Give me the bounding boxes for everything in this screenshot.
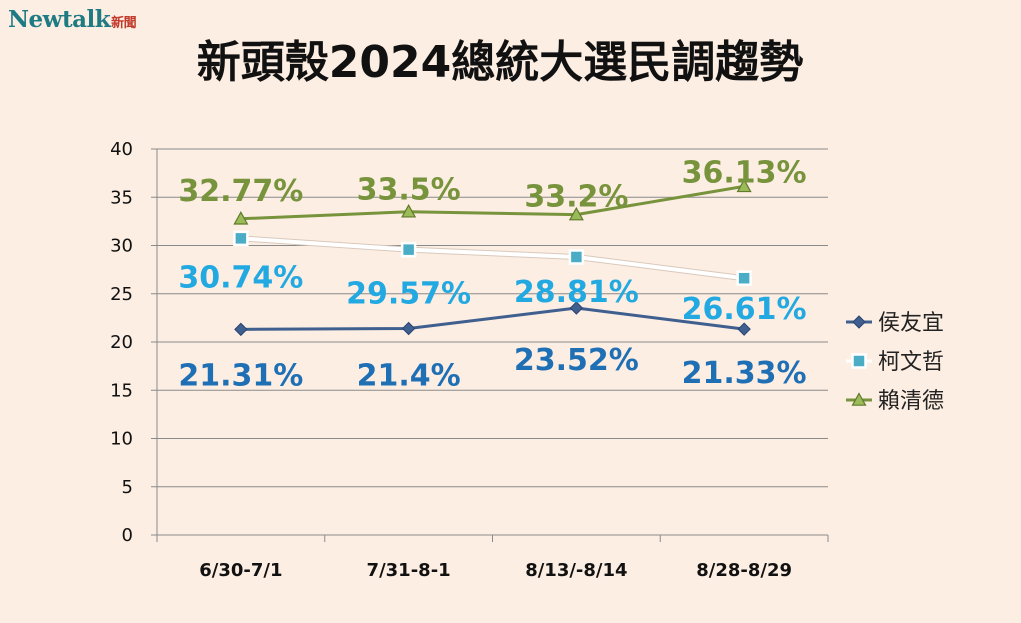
legend-marker <box>851 353 867 369</box>
series-line <box>240 184 745 221</box>
data-point <box>737 322 751 336</box>
data-point <box>736 270 752 286</box>
legend-item: 侯友宜 <box>846 311 944 336</box>
y-tick-label: 15 <box>110 380 133 401</box>
data-label: 33.2% <box>524 180 628 215</box>
series-lines <box>240 184 745 331</box>
y-tick-labels: 0 5 10 15 20 25 30 35 40 <box>110 139 133 546</box>
legend-label: 柯文哲 <box>878 350 944 375</box>
data-label: 30.74% <box>178 260 303 295</box>
x-tick-label: 8/13/-8/14 <box>525 560 627 581</box>
brand-logo: Newtalk新聞 <box>8 6 137 33</box>
series-line <box>240 236 745 281</box>
series-markers <box>233 178 752 337</box>
data-point <box>233 230 249 247</box>
data-point <box>234 322 248 337</box>
data-label: 21.33% <box>682 356 807 391</box>
x-tick-label: 8/28-8/29 <box>696 560 792 581</box>
series-line <box>240 306 745 331</box>
brand-sub: 新聞 <box>111 16 137 31</box>
data-point <box>401 321 416 336</box>
data-labels: 21.31% 21.4% 23.52% 21.33% 30.74% 29.57% 28.81… <box>178 155 806 393</box>
gridlines <box>157 148 828 488</box>
data-label: 36.13% <box>682 155 807 190</box>
data-point <box>568 206 584 221</box>
data-point <box>401 203 417 218</box>
y-tick-label: 25 <box>110 284 133 305</box>
data-point <box>400 241 417 258</box>
x-tick-label: 6/30-7/1 <box>199 560 282 581</box>
y-tick-label: 0 <box>122 525 133 546</box>
data-point <box>736 178 752 193</box>
y-tick-label: 35 <box>110 187 133 208</box>
data-label: 32.77% <box>178 174 303 209</box>
axes <box>151 148 829 542</box>
x-tick-labels: 6/30-7/1 7/31-8-1 8/13/-8/14 8/28-8/29 <box>199 560 792 581</box>
data-label: 29.57% <box>346 277 471 312</box>
y-tick-label: 20 <box>110 332 133 353</box>
legend-item: 柯文哲 <box>846 350 944 375</box>
data-label: 33.5% <box>357 173 461 208</box>
brand-name: Newtalk <box>8 6 111 33</box>
y-tick-label: 40 <box>110 139 133 160</box>
data-label: 21.31% <box>178 358 303 393</box>
y-tick-label: 10 <box>110 429 133 450</box>
data-point <box>568 249 585 265</box>
legend-marker <box>852 315 866 329</box>
legend-item: 賴清德 <box>846 389 944 414</box>
chart-title: 新頭殼2024總統大選民調趨勢 <box>196 37 804 88</box>
y-tick-label: 30 <box>110 236 133 257</box>
data-label: 28.81% <box>514 275 639 310</box>
legend-label: 賴清德 <box>878 389 944 414</box>
data-point <box>569 301 584 315</box>
data-label: 26.61% <box>682 292 807 327</box>
legend-label: 侯友宜 <box>878 311 944 336</box>
y-tick-label: 5 <box>122 477 133 498</box>
x-tick-label: 7/31-8-1 <box>367 560 451 581</box>
legend-marker <box>851 392 867 406</box>
data-label: 23.52% <box>514 343 639 378</box>
data-label: 21.4% <box>357 358 461 393</box>
data-point <box>233 211 249 225</box>
